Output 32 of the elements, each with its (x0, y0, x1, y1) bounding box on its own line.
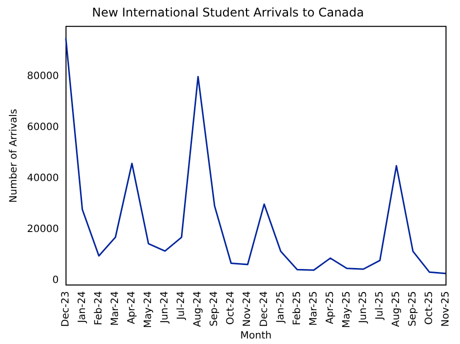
x-tick-label: Oct-24 (226, 291, 237, 325)
x-tick-label: Nov-25 (440, 291, 452, 327)
y-tick-label: 20000 (27, 224, 59, 235)
x-axis-title: Month (240, 330, 272, 342)
x-tick-label: Sep-24 (209, 291, 220, 326)
x-tick-label: Aug-24 (192, 291, 204, 328)
x-tick-label: Jan-25 (275, 291, 286, 324)
x-tick-label: Dec-24 (258, 291, 270, 327)
x-tick-label: Feb-24 (93, 291, 104, 326)
x-tick-label: Mar-24 (110, 291, 121, 326)
x-tick-label: Jun-24 (160, 291, 171, 324)
x-tick-label: Sep-25 (408, 291, 419, 326)
x-tick-label: May-25 (341, 291, 352, 328)
y-tick-label: 80000 (27, 71, 59, 82)
y-tick-label: 0 (52, 274, 59, 286)
chart-title: New International Student Arrivals to Canada (92, 5, 364, 20)
y-axis-title: Number of Arrivals (8, 108, 20, 203)
x-tick-label: Aug-25 (391, 291, 402, 328)
x-tick-label: Jan-24 (76, 291, 88, 324)
x-tick-label: Jun-25 (358, 291, 369, 324)
x-tick-label: Apr-25 (324, 291, 336, 324)
y-tick-label: 60000 (27, 122, 59, 134)
x-tick-label: Dec-23 (60, 291, 72, 327)
x-tick-label: Nov-24 (242, 291, 254, 327)
x-tick-label: Mar-25 (308, 291, 320, 326)
x-tick-label: Oct-25 (424, 291, 436, 325)
y-tick-label: 40000 (27, 173, 59, 184)
x-tick-label: Jul-24 (176, 291, 188, 321)
x-tick-label: May-24 (143, 291, 154, 328)
x-tick-label: Feb-25 (292, 291, 303, 326)
x-tick-label: Apr-24 (126, 291, 138, 324)
x-tick-label: Jul-25 (374, 291, 386, 321)
